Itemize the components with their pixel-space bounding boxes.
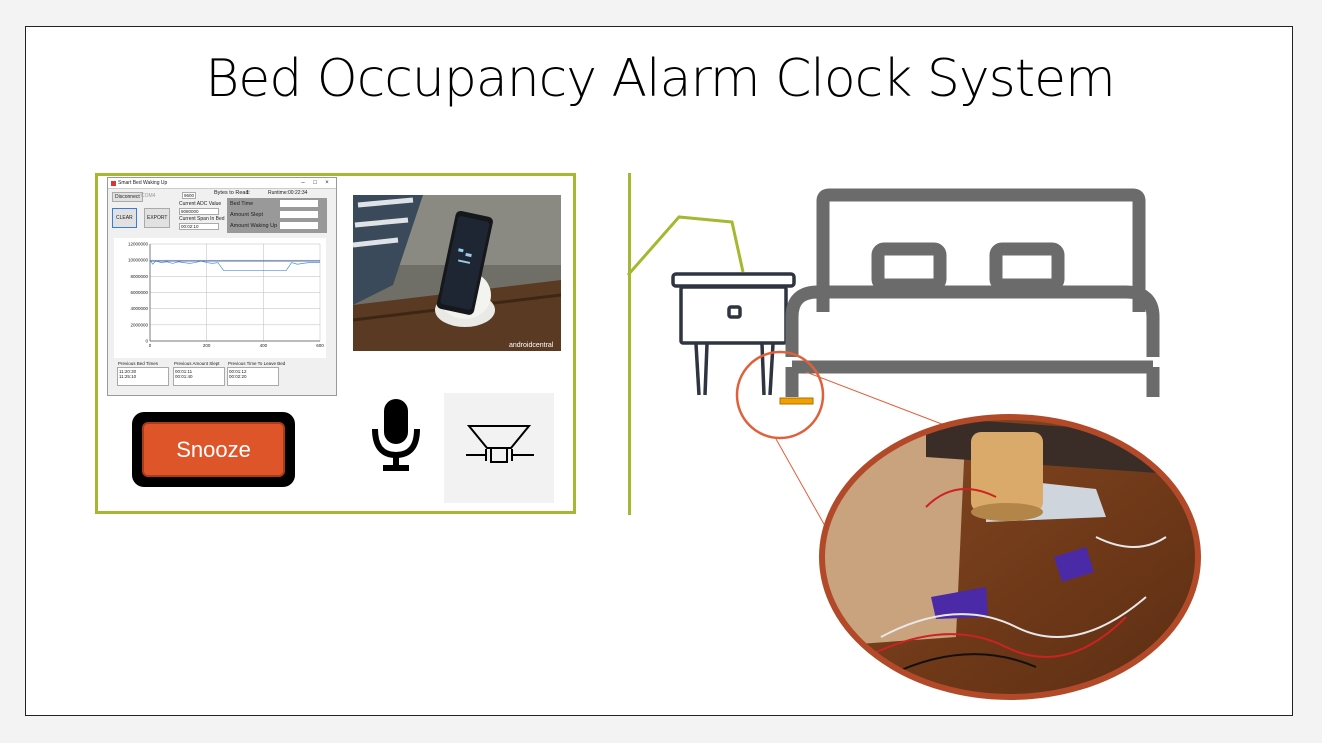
chart-x-tick-label: 0 <box>149 343 152 348</box>
current-span-field: 00:02:10 <box>179 223 219 230</box>
slide: Bed Occupancy Alarm Clock System Smart B… <box>25 26 1293 716</box>
prev-time-leave-list: 00:01:12 00:02:20 <box>227 367 279 386</box>
sensor-callout-circle <box>735 350 825 440</box>
bytes-to-read-label: Bytes to Read: <box>214 190 251 196</box>
connector-line <box>626 215 745 276</box>
chart-y-tick-label: 10000000 <box>128 258 149 263</box>
speaker-symbol-icon <box>466 425 534 463</box>
amount-waking-field <box>280 222 318 229</box>
sensor-closeup-photo <box>822 417 1198 697</box>
prev-amount-slept-item: 00:01:40 <box>175 374 193 379</box>
adc-chart: 12000000 10000000 8000000 6000000 4000000 200… <box>114 238 326 358</box>
app-icon <box>111 180 116 186</box>
photo-watermark: androidcentral <box>509 342 554 349</box>
maximize-icon: □ <box>313 180 317 186</box>
prev-bed-times-list: 11:20:30 11:25:10 <box>117 367 169 386</box>
minimize-icon: – <box>301 180 305 186</box>
runtime-label: Runtime: <box>268 190 289 196</box>
phone-photo: androidcentral <box>353 195 561 351</box>
current-adc-label: Current ADC Value <box>179 201 222 207</box>
bed-icon <box>785 188 1160 397</box>
snooze-button-frame[interactable]: Snooze <box>132 412 295 487</box>
prev-amount-slept-item: 00:01:11 <box>175 369 193 374</box>
speaker-panel <box>444 393 554 503</box>
prev-bed-times-label: Previous Bed Times <box>118 361 159 366</box>
chart-y-tick-label: 2000000 <box>130 322 148 327</box>
clear-button: CLEAR <box>112 208 137 228</box>
prev-time-leave-label: Previous Time To Leave Bed <box>228 361 286 366</box>
slide-title: Bed Occupancy Alarm Clock System <box>205 49 1116 109</box>
sensor-closeup-border <box>819 414 1201 700</box>
microphone-icon <box>372 399 420 471</box>
app-window-screenshot: Smart Bed Waking Up – □ × Disconnect COM… <box>107 177 337 396</box>
adc-chart-svg: 12000000 10000000 8000000 6000000 4000000 200… <box>128 242 324 349</box>
chart-y-tick-label: 0 <box>145 339 148 344</box>
prev-bed-time-item: 11:25:10 <box>119 374 137 379</box>
pressure-sensor <box>779 397 814 405</box>
bed-illustration <box>626 188 1201 700</box>
prev-time-leave-item: 00:02:20 <box>229 374 247 379</box>
chart-x-tick-label: 600 <box>316 343 324 348</box>
amount-slept-field <box>280 211 318 218</box>
app-title: Smart Bed Waking Up <box>118 180 168 186</box>
stats-panel: Bed Time Amount Slept Amount Waking Up <box>227 198 327 233</box>
ui-frame <box>95 173 576 514</box>
runtime-value: 00:22:34 <box>288 190 308 196</box>
chart-y-tick-label: 8000000 <box>130 274 148 279</box>
chart-x-tick-label: 400 <box>260 343 268 348</box>
current-span-label: Current Span In Bed <box>179 216 225 222</box>
chart-x-tick-label: 200 <box>203 343 211 348</box>
disconnect-button: Disconnect <box>112 192 143 202</box>
port-select: COM4 <box>141 193 156 199</box>
amount-waking-label: Amount Waking Up <box>230 223 278 229</box>
section-divider <box>628 173 631 515</box>
app-titlebar: Smart Bed Waking Up – □ × <box>108 178 336 189</box>
chart-series-line <box>149 259 320 272</box>
nightstand-icon <box>671 272 796 396</box>
baud-field: 9600 <box>182 192 197 199</box>
bed-time-field <box>280 200 318 207</box>
prev-time-leave-item: 00:01:12 <box>229 369 247 374</box>
amount-slept-label: Amount Slept <box>230 212 264 218</box>
bed-time-label: Bed Time <box>230 201 254 207</box>
prev-amount-slept-label: Previous Amount Slept <box>174 361 220 366</box>
close-icon: × <box>325 180 329 186</box>
chart-y-tick-label: 12000000 <box>128 242 149 247</box>
chart-y-tick-label: 6000000 <box>130 290 148 295</box>
bytes-to-read-value: 1 <box>246 190 249 196</box>
chart-y-tick-label: 4000000 <box>130 306 148 311</box>
snooze-button[interactable]: Snooze <box>142 422 285 477</box>
prev-bed-time-item: 11:20:30 <box>119 369 137 374</box>
current-adc-field: 9080000 <box>179 208 219 215</box>
export-button: EXPORT <box>144 208 171 228</box>
prev-amount-slept-list: 00:01:11 00:01:40 <box>173 367 225 386</box>
